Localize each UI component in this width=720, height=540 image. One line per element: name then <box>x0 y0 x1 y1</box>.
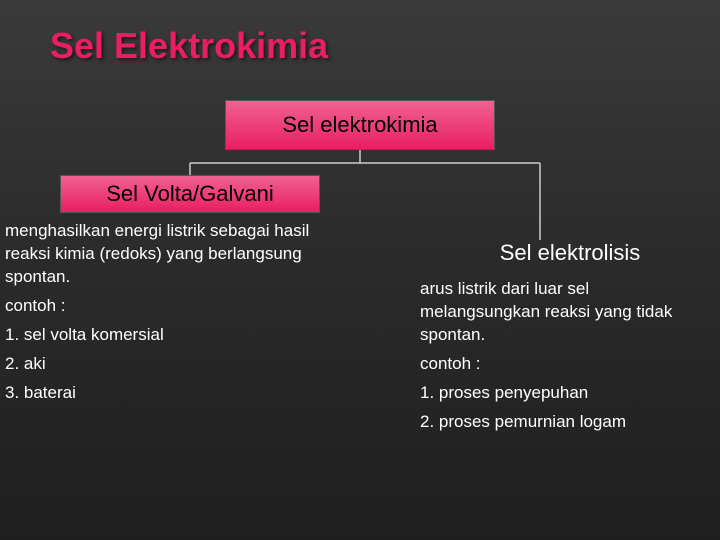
right-desc: arus listrik dari luar sel melangsungkan… <box>420 278 710 347</box>
elektrolisis-heading: Sel elektrolisis <box>470 240 670 266</box>
right-example-label: contoh : <box>420 353 710 376</box>
right-item-1: 1. proses penyepuhan <box>420 382 710 405</box>
volta-heading: Sel Volta/Galvani <box>106 181 274 207</box>
left-item-2: 2. aki <box>5 353 340 376</box>
volta-node: Sel Volta/Galvani <box>60 175 320 213</box>
left-example-label: contoh : <box>5 295 340 318</box>
root-node: Sel elektrokimia <box>225 100 495 150</box>
left-item-3: 3. baterai <box>5 382 340 405</box>
left-content: menghasilkan energi listrik sebagai hasi… <box>5 220 340 411</box>
left-item-1: 1. sel volta komersial <box>5 324 340 347</box>
page-title: Sel Elektrokimia <box>50 25 328 67</box>
right-content: arus listrik dari luar sel melangsungkan… <box>420 278 710 440</box>
root-label: Sel elektrokimia <box>282 112 437 138</box>
right-item-2: 2. proses pemurnian logam <box>420 411 710 434</box>
left-desc: menghasilkan energi listrik sebagai hasi… <box>5 220 340 289</box>
